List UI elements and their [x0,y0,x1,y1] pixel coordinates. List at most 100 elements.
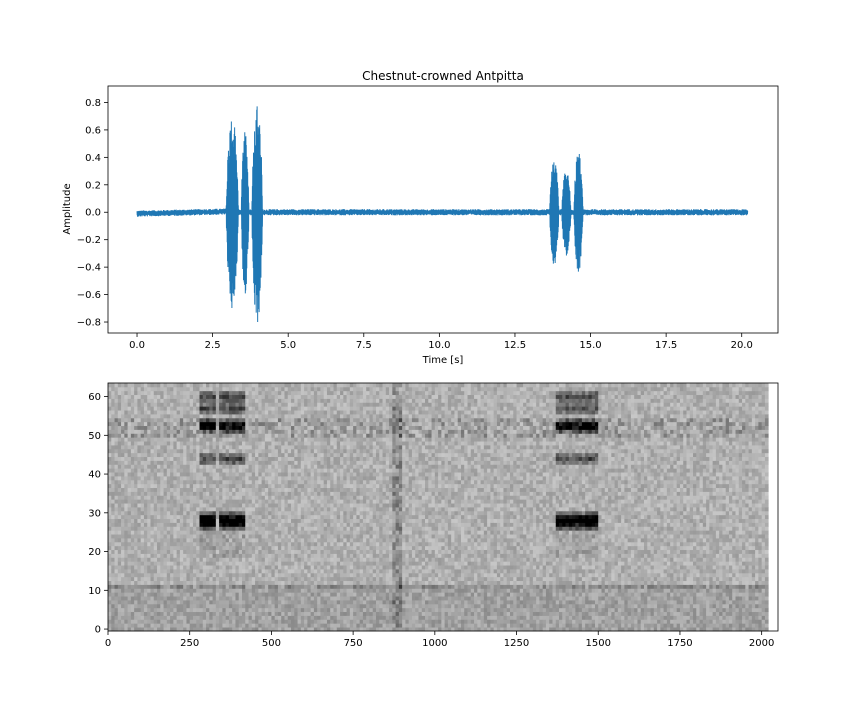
spectrogram-cell [121,425,125,430]
spectrogram-cell [117,445,122,450]
spectrogram-cell [215,607,220,613]
spectrogram-cell [166,576,171,582]
spectrogram-cell [130,476,135,481]
spectrogram-cell [271,425,276,430]
spectrogram-cell [340,530,344,535]
spectrogram-cell [323,522,328,527]
spectrogram-cell [323,538,328,543]
spectrogram-cell [163,534,168,539]
spectrogram-cell [166,429,171,434]
spectrogram-cell [176,584,181,589]
spectrogram-cell [166,421,171,427]
spectrogram-cell [121,611,125,616]
spectrogram-cell [326,538,331,543]
spectrogram-cell [111,487,115,492]
spectrogram-cell [212,627,217,632]
spectrogram-cell [209,394,213,399]
spectrogram-cell [179,623,184,628]
spectrogram-cell [307,390,312,396]
spectrogram-cell [121,541,125,547]
spectrogram-cell [320,472,325,477]
spectrogram-cell [255,476,259,481]
spectrogram-cell [271,549,276,554]
spectrogram-cell [140,553,145,558]
spectrogram-cell [192,433,197,438]
spectrogram-cell [153,518,158,523]
spectrogram-cell [153,487,158,492]
spectrogram-cell [179,417,184,423]
spectrogram-cell [140,607,145,613]
spectrogram-cell [326,627,331,632]
spectrogram-cell [323,623,328,628]
spectrogram-cell [225,433,230,438]
spectrogram-cell [258,526,263,531]
spectrogram-cell [326,588,331,593]
spectrogram-cell [173,476,178,481]
spectrogram-cell [349,402,354,407]
spectrogram-cell [251,483,256,489]
spectrogram-cell [281,487,285,492]
spectrogram-cell [268,514,272,520]
spectrogram-cell [313,398,318,403]
spectrogram-cell [173,429,178,434]
spectrogram-cell [340,549,344,554]
spectrogram-cell [202,383,207,388]
spectrogram-cell [147,572,151,578]
spectrogram-cell [356,464,361,469]
spectrogram-cell [192,545,197,551]
spectrogram-cell [134,565,138,570]
spectrogram-cell [242,611,246,616]
spectrogram-cell [209,534,213,539]
spectrogram-cell [183,414,187,419]
spectrogram-cell [336,406,341,411]
spectrogram-cell [166,565,171,570]
spectrogram-cell [199,553,204,558]
spectrogram-cell [222,425,227,430]
spectrogram-cell [127,398,132,403]
spectrogram-cell [300,464,305,469]
spectrogram-cell [300,402,305,407]
spectrogram-cell [336,383,341,388]
spectrogram-cell [228,545,233,551]
spectrogram-cell [310,390,315,396]
spectrogram-cell [281,425,285,430]
spectrogram-cell [349,507,354,512]
spectrogram-cell [150,534,155,539]
spectrogram-cell [320,580,325,585]
spectrogram-cell [127,460,132,465]
spectrogram-cell [304,433,308,438]
spectrogram-cell [349,600,354,605]
spectrogram-cell [143,553,148,558]
spectrogram-cell [235,619,240,624]
spectrogram-cell [150,472,155,477]
spectrogram-cell [196,607,200,613]
spectrogram-cell [336,565,341,570]
spectrogram-cell [186,414,191,419]
spectrogram-cell [121,414,125,419]
spectrogram-cell [346,526,351,531]
spectrogram-cell [202,572,207,578]
spectrogram-cell [127,499,132,504]
spectrogram-cell [300,483,305,489]
spectrogram-cell [317,534,321,539]
spectrogram-cell [284,607,289,613]
spectrogram-cell [183,584,187,589]
spectrogram-cell [346,499,351,504]
spectrogram-cell [320,448,325,454]
spectrogram-cell [333,456,338,461]
spectrogram-cell [349,576,354,582]
spectrogram-cell [202,472,207,477]
spectrogram-cell [163,596,168,601]
spectrogram-cell [170,487,174,492]
spectrogram-cell [235,600,240,605]
spectrogram-cell [153,627,158,632]
spectrogram-cell [111,541,115,547]
spectrogram-cell [147,619,151,624]
spectrogram-cell [173,541,178,547]
spectrogram-cell [313,406,318,411]
spectrogram-cell [235,448,240,454]
spectrogram-cell [147,615,151,620]
spectrogram-cell [349,623,354,628]
spectrogram-cell [140,596,145,601]
spectrogram-cell [111,472,115,477]
